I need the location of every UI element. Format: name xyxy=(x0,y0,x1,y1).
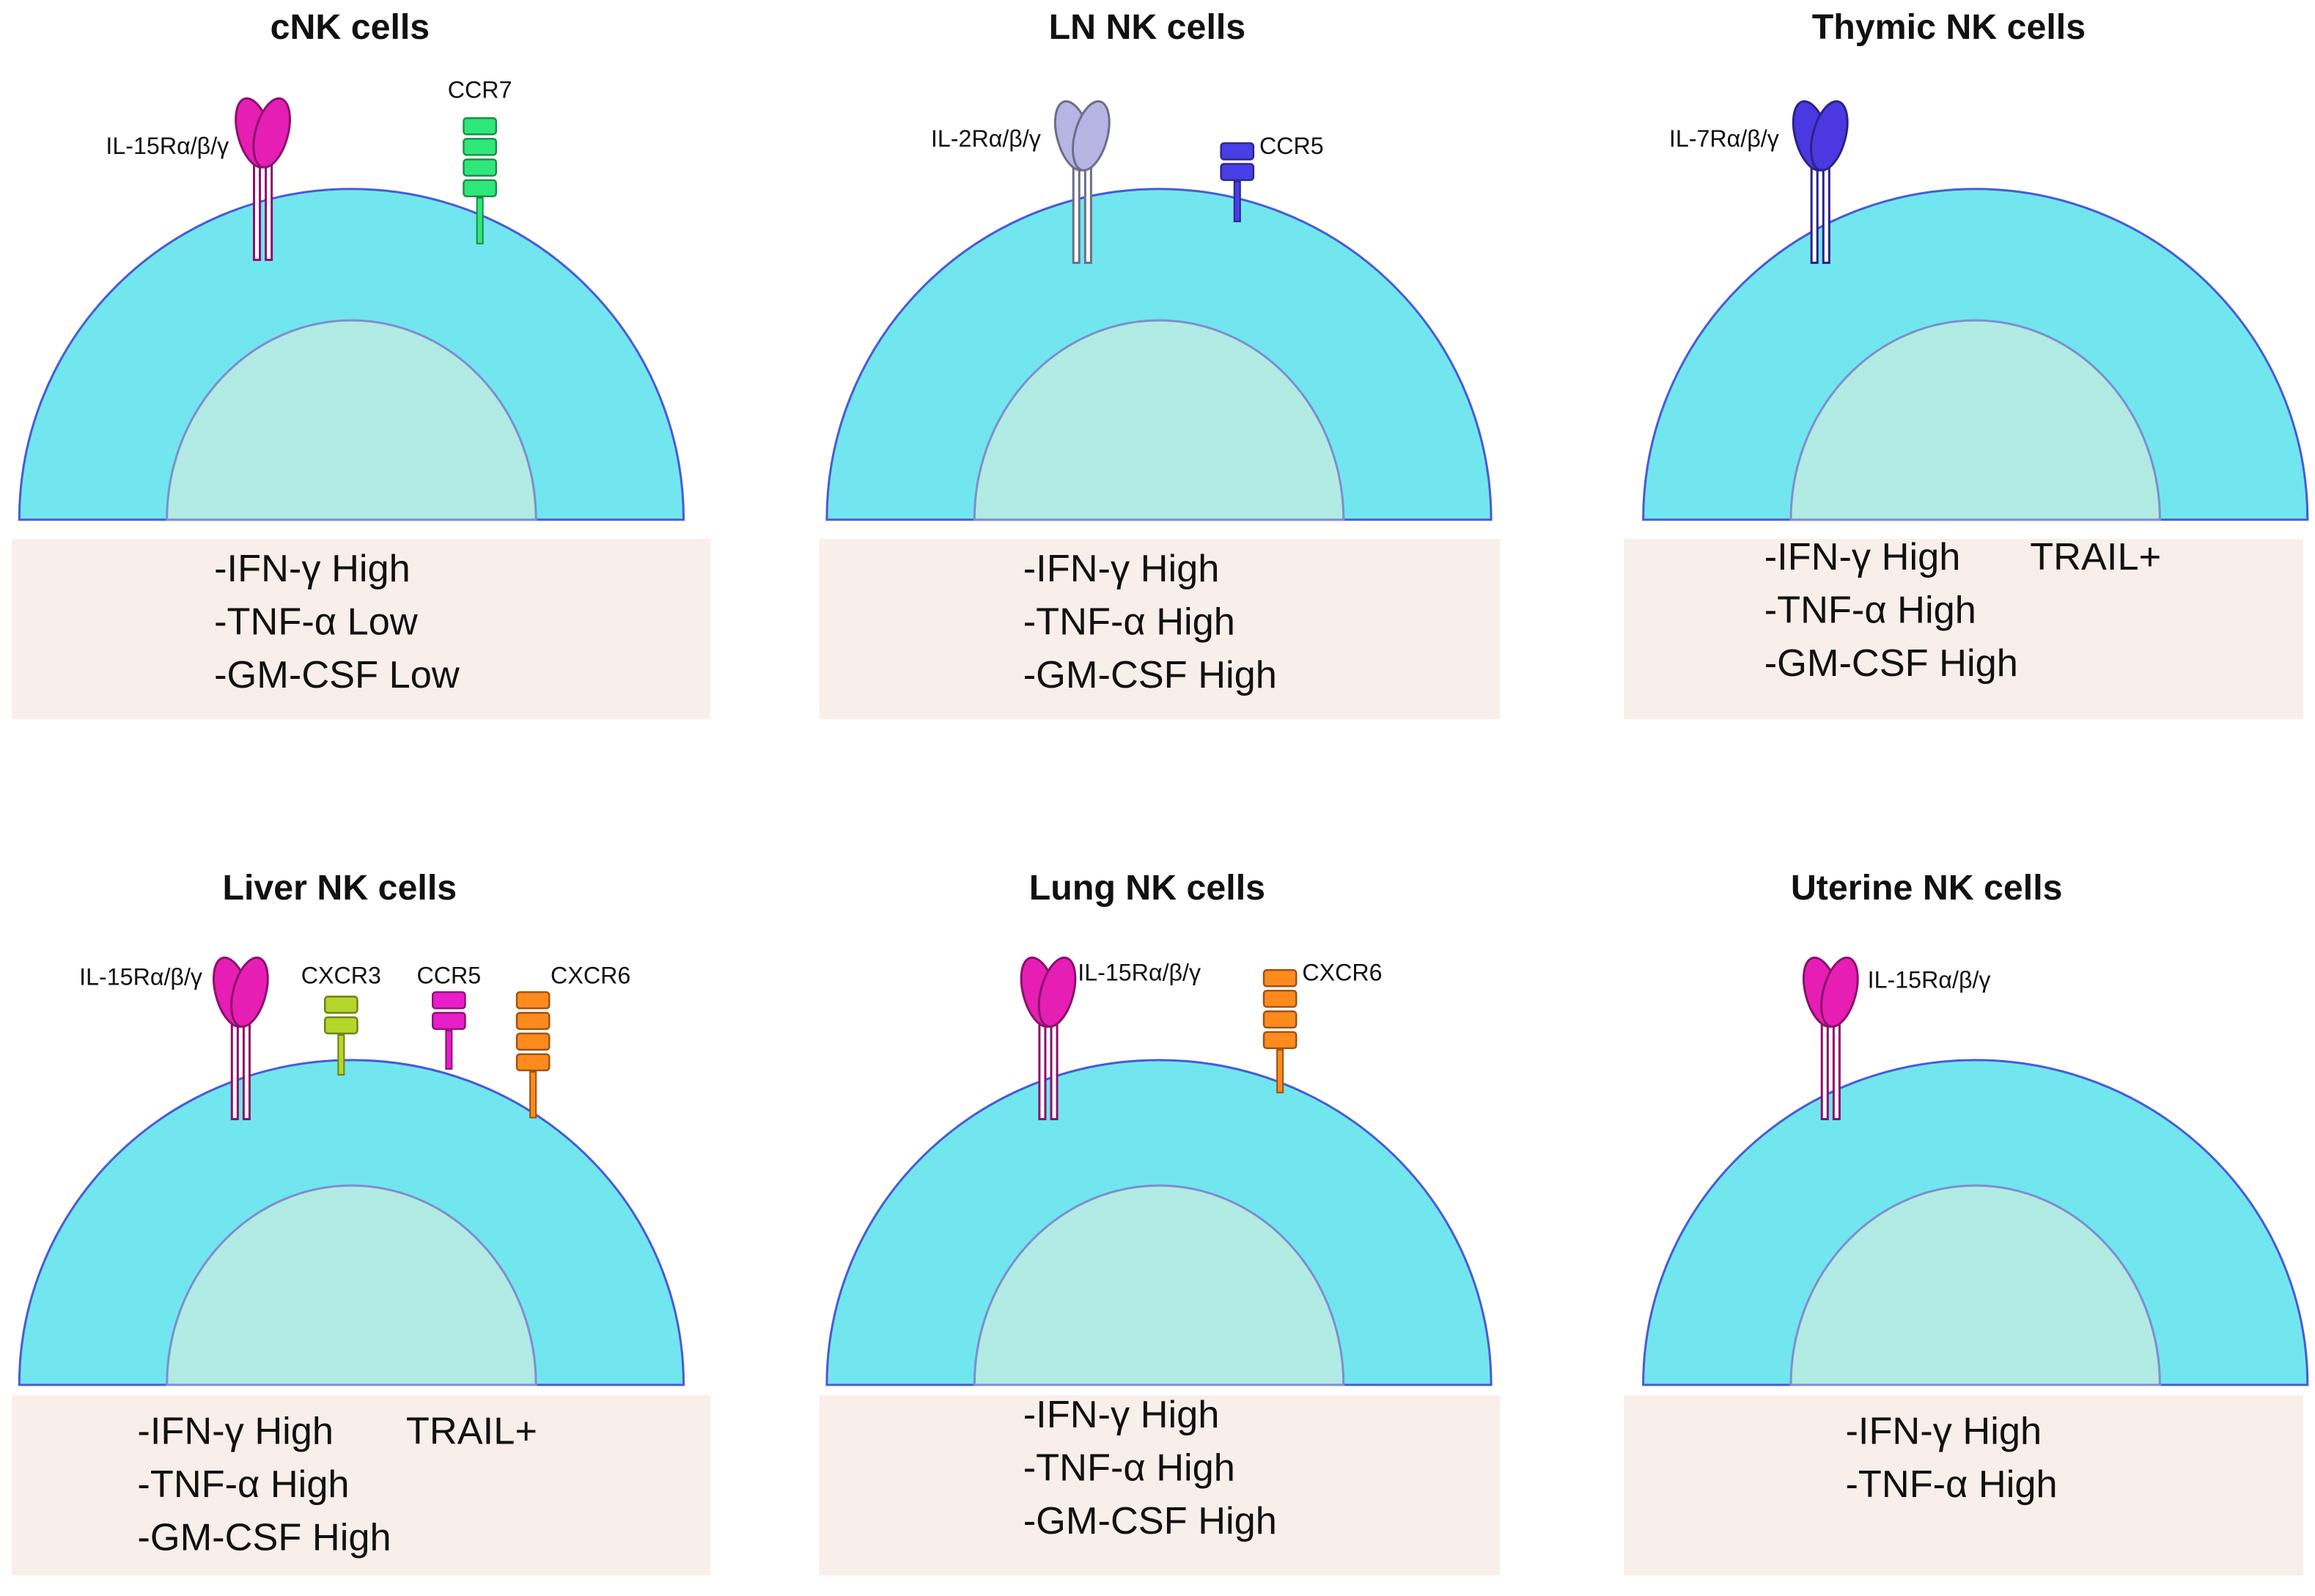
receptor-stem xyxy=(337,1034,345,1076)
panel-title: cNK cells xyxy=(270,7,430,47)
receptor-segment xyxy=(1262,990,1298,1008)
receptor-stem xyxy=(1822,167,1830,264)
receptor-segment xyxy=(515,1012,551,1030)
receptor-stem xyxy=(1072,167,1081,264)
receptor-stem xyxy=(230,1023,239,1121)
receptor-segment xyxy=(463,117,497,136)
receptor-segment xyxy=(1262,1031,1298,1050)
nucleus xyxy=(973,319,1345,521)
receptor-label: CXCR6 xyxy=(1302,960,1382,986)
profile-line: -GM-CSF High xyxy=(1023,654,1277,696)
receptor-segment xyxy=(1220,142,1255,161)
receptor-label: CXCR6 xyxy=(551,963,630,989)
receptor-stem xyxy=(476,196,484,245)
receptor-segment xyxy=(431,1012,466,1030)
profile-line: -IFN-γ High xyxy=(1764,536,1961,578)
receptor-label: IL-15Rα/β/γ xyxy=(106,133,229,159)
panel-title: Uterine NK cells xyxy=(1791,868,2063,908)
receptor-segment xyxy=(515,1032,551,1051)
panel-title: Liver NK cells xyxy=(222,868,457,908)
receptor-segment xyxy=(323,1016,358,1034)
receptor-stem xyxy=(1810,167,1819,264)
profile-extra: TRAIL+ xyxy=(2030,536,2161,578)
profile-box xyxy=(12,1395,710,1575)
nucleus xyxy=(166,1184,537,1386)
receptor-label: IL-15Rα/β/γ xyxy=(79,964,202,990)
panel: Thymic NK cells IL-7Rα/β/γ -IFN-γ High -TNF… xyxy=(1624,7,2309,719)
profile-line: -TNF-α High xyxy=(1023,601,1235,644)
profile-line: -GM-CSF High xyxy=(1764,642,2018,685)
nucleus xyxy=(973,1184,1345,1386)
receptor-segment xyxy=(515,991,551,1010)
receptor-stem xyxy=(242,1023,251,1121)
profile-box xyxy=(819,539,1501,719)
profile-line: -IFN-γ High xyxy=(214,548,411,590)
receptor-segment xyxy=(323,996,358,1014)
panel: Liver NK cells IL-15Rα/β/γ CXCR3 CCR5 CXCR6 -… xyxy=(12,868,710,1575)
receptor-label: CCR5 xyxy=(416,963,481,989)
receptor-label: IL-2Rα/β/γ xyxy=(931,125,1041,152)
receptor-lobe xyxy=(1072,100,1111,172)
receptor-segment xyxy=(515,1053,551,1072)
receptor-segment xyxy=(1262,968,1298,988)
receptor-stem xyxy=(1050,1023,1059,1121)
receptor-segment xyxy=(1262,1010,1298,1029)
receptor-lobe xyxy=(1820,956,1859,1028)
receptor-lobe xyxy=(230,956,269,1028)
profile-line: -IFN-γ High xyxy=(137,1410,334,1452)
nucleus xyxy=(1789,319,2161,521)
receptor-label: IL-15Rα/β/γ xyxy=(1078,960,1201,986)
profile-line: -IFN-γ High xyxy=(1023,548,1220,590)
profile-line: -TNF-α High xyxy=(1023,1447,1235,1490)
receptor-label: CXCR3 xyxy=(301,963,381,989)
receptor-label: IL-7Rα/β/γ xyxy=(1669,125,1779,152)
receptor-stem xyxy=(529,1071,537,1119)
receptor-stem xyxy=(1276,1048,1284,1094)
receptor-lobe xyxy=(1037,956,1077,1028)
receptor-label: CCR7 xyxy=(448,76,512,103)
profile-box xyxy=(12,539,710,719)
receptor-stem xyxy=(1038,1023,1047,1121)
receptor-stem xyxy=(265,164,273,261)
receptor-label: IL-15Rα/β/γ xyxy=(1868,967,1991,993)
profile-line: -GM-CSF High xyxy=(137,1516,391,1559)
receptor-segment xyxy=(463,138,497,156)
profile-line: -TNF-α Low xyxy=(214,601,418,644)
receptor-segment xyxy=(463,179,497,198)
nucleus xyxy=(166,319,537,521)
panel: Uterine NK cells IL-15Rα/β/γ -IFN-γ High -T… xyxy=(1624,868,2309,1575)
receptor-lobe xyxy=(1810,100,1849,172)
receptor-label: CCR5 xyxy=(1259,133,1324,159)
receptor-stem xyxy=(252,164,262,261)
receptor-lobe xyxy=(252,97,291,169)
receptor-segment xyxy=(431,991,466,1010)
profile-box xyxy=(1624,539,2303,719)
receptor-stem xyxy=(1233,180,1241,223)
panel: cNK cells IL-15Rα/β/γ CCR7 -IFN-γ High -TNF-… xyxy=(12,7,710,719)
panel-title: Lung NK cells xyxy=(1029,868,1265,908)
profile-line: -TNF-α High xyxy=(1764,589,1976,632)
receptor-stem xyxy=(1083,167,1092,264)
panel: LN NK cells IL-2Rα/β/γ CCR5 -IFN-γ High -TNF… xyxy=(819,7,1501,719)
receptor-stem xyxy=(1820,1023,1829,1121)
profile-box xyxy=(819,1395,1501,1575)
profile-line: -GM-CSF High xyxy=(1023,1500,1277,1542)
profile-extra: TRAIL+ xyxy=(406,1410,537,1452)
profile-line: -TNF-α High xyxy=(137,1463,349,1506)
profile-box xyxy=(1624,1395,2303,1575)
profile-line: -IFN-γ High xyxy=(1023,1394,1220,1436)
profile-line: -TNF-α High xyxy=(1845,1463,2057,1506)
profile-line: -IFN-γ High xyxy=(1845,1410,2042,1452)
receptor-segment xyxy=(1220,163,1255,181)
receptor-stem xyxy=(445,1029,453,1070)
panel: Lung NK cells IL-15Rα/β/γ CXCR6 -IFN-γ High… xyxy=(819,868,1501,1575)
receptor-segment xyxy=(463,158,497,177)
profile-line: -GM-CSF Low xyxy=(214,654,460,696)
panel-title: Thymic NK cells xyxy=(1812,7,2086,47)
receptor-stem xyxy=(1832,1023,1841,1121)
nucleus xyxy=(1789,1184,2161,1386)
panel-title: LN NK cells xyxy=(1049,7,1246,47)
